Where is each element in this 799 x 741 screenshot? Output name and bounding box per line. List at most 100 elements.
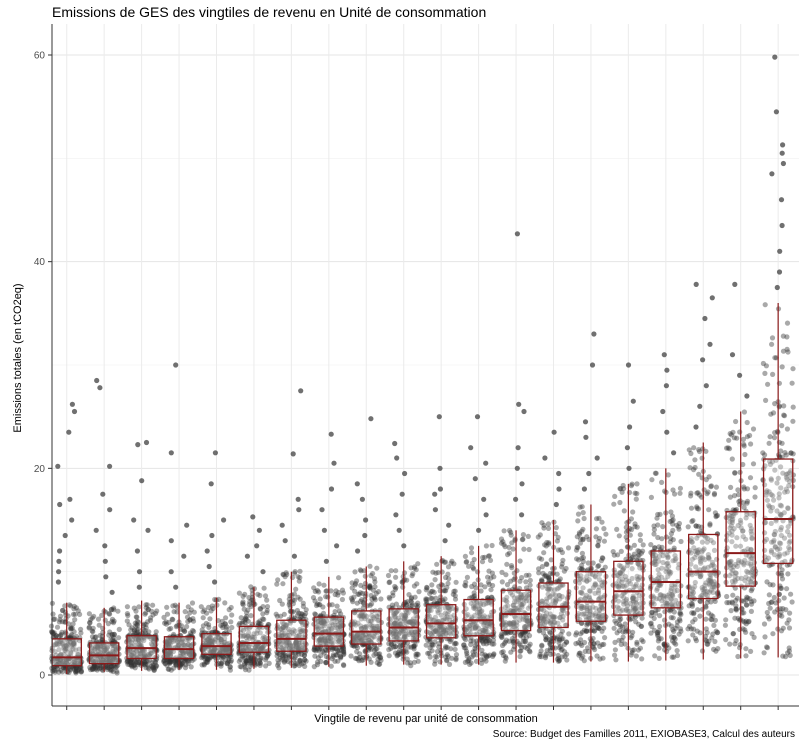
data-point xyxy=(176,642,182,648)
data-point xyxy=(138,651,144,657)
data-point xyxy=(184,636,190,643)
data-point xyxy=(97,650,104,656)
data-point xyxy=(790,366,796,372)
data-point xyxy=(744,434,751,440)
data-point xyxy=(566,631,572,637)
data-point xyxy=(640,542,646,548)
data-point xyxy=(148,647,154,654)
data-point xyxy=(181,642,187,648)
data-point xyxy=(349,597,355,603)
data-point xyxy=(314,659,321,665)
data-point xyxy=(182,665,189,671)
data-point xyxy=(77,611,83,618)
data-point xyxy=(111,656,117,663)
data-point xyxy=(762,634,768,640)
data-point xyxy=(89,634,96,640)
outlier-point xyxy=(729,352,736,358)
data-point xyxy=(73,665,79,671)
box xyxy=(425,604,457,639)
data-point xyxy=(748,648,754,655)
data-point xyxy=(512,536,518,542)
data-point xyxy=(660,524,666,530)
data-point xyxy=(733,418,739,425)
data-point xyxy=(573,641,579,647)
outlier-point xyxy=(134,548,140,554)
data-point xyxy=(782,450,788,456)
data-point xyxy=(187,617,193,623)
data-point xyxy=(766,440,772,446)
outlier-point xyxy=(334,543,340,549)
data-point xyxy=(171,659,177,665)
data-point xyxy=(790,404,796,410)
data-point xyxy=(300,603,306,610)
data-point xyxy=(772,609,778,615)
outlier-point xyxy=(208,481,214,487)
data-point xyxy=(349,580,355,586)
data-point xyxy=(99,666,105,673)
data-point xyxy=(483,543,489,549)
data-point xyxy=(151,667,157,673)
data-point xyxy=(127,648,133,654)
data-point xyxy=(317,596,323,602)
data-point xyxy=(711,490,718,497)
data-point xyxy=(73,633,79,639)
data-point xyxy=(78,668,84,674)
data-point xyxy=(150,638,156,644)
data-point xyxy=(111,631,117,638)
data-point xyxy=(164,604,170,610)
data-point xyxy=(111,605,117,611)
data-point xyxy=(541,522,547,528)
data-point xyxy=(692,635,699,642)
data-point xyxy=(426,650,432,656)
data-point xyxy=(662,617,668,623)
data-point xyxy=(132,639,138,645)
data-point xyxy=(578,655,585,661)
data-point xyxy=(765,381,771,387)
data-point xyxy=(688,493,694,499)
data-point xyxy=(113,648,119,654)
data-point xyxy=(111,655,117,661)
data-point xyxy=(539,642,545,648)
data-point xyxy=(574,534,580,540)
data-point xyxy=(633,619,639,625)
data-point xyxy=(179,660,185,666)
data-point xyxy=(128,652,134,658)
data-point xyxy=(508,532,514,538)
data-point xyxy=(697,492,703,498)
data-point xyxy=(657,623,663,630)
outlier-point xyxy=(663,383,670,389)
data-point xyxy=(179,637,185,643)
data-point xyxy=(517,653,523,660)
data-point xyxy=(124,618,130,624)
data-point xyxy=(89,648,95,654)
data-point xyxy=(522,644,528,650)
data-point xyxy=(668,509,674,515)
data-point xyxy=(770,371,776,377)
data-point xyxy=(103,656,109,663)
outlier-point xyxy=(660,408,666,415)
data-point xyxy=(375,589,381,595)
data-point xyxy=(293,586,299,592)
data-point xyxy=(170,617,176,623)
data-point xyxy=(109,631,115,637)
data-point xyxy=(167,659,173,665)
data-point xyxy=(658,636,664,642)
data-point xyxy=(237,620,243,626)
data-point xyxy=(323,660,329,666)
outlier-point xyxy=(630,398,636,404)
data-point xyxy=(176,642,182,649)
outlier-point xyxy=(693,424,699,430)
data-point xyxy=(362,573,368,579)
data-point xyxy=(181,628,187,634)
data-point xyxy=(580,509,586,516)
data-point xyxy=(653,470,659,476)
data-point xyxy=(767,434,773,440)
data-point xyxy=(184,624,190,630)
data-point xyxy=(632,490,638,496)
data-point xyxy=(141,653,147,659)
data-point xyxy=(109,642,115,648)
outlier-point xyxy=(254,543,260,549)
data-point xyxy=(89,666,95,672)
data-point xyxy=(63,643,69,649)
outlier-point xyxy=(697,403,703,409)
